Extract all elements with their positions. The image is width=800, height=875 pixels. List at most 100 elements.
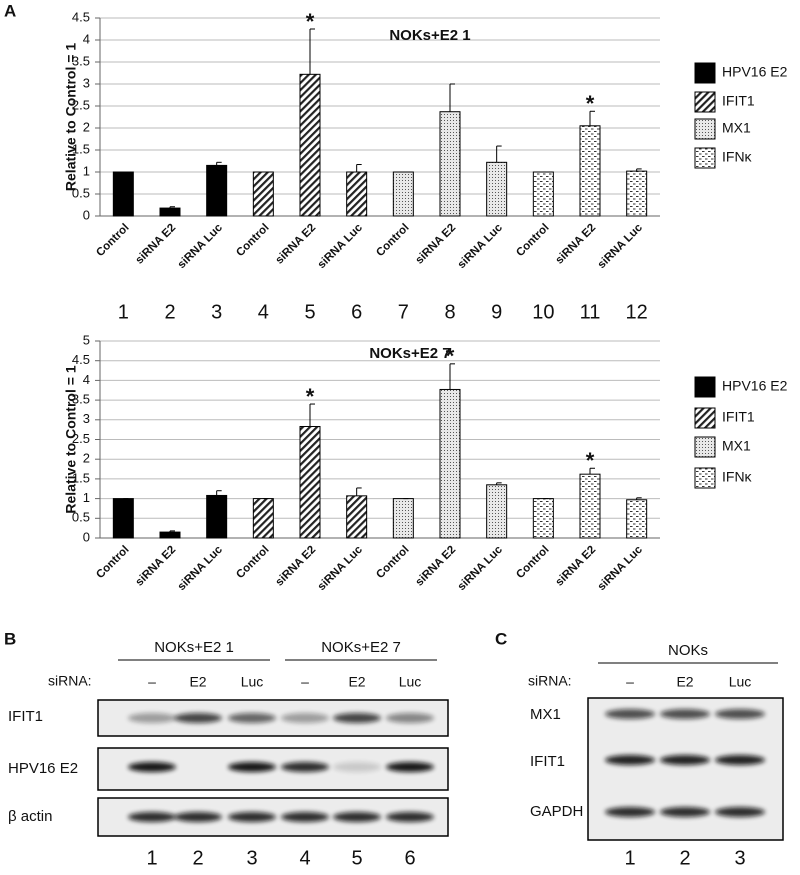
lane-label: – bbox=[626, 674, 634, 690]
blot-band bbox=[281, 713, 329, 723]
group-label: NOKs bbox=[668, 642, 708, 659]
blot-band bbox=[228, 812, 276, 822]
legend-swatch bbox=[694, 376, 716, 398]
x-tick-label: siRNA E2 bbox=[553, 544, 598, 589]
y-tick-label: 2 bbox=[83, 119, 90, 134]
bar bbox=[532, 498, 554, 539]
y-tick-label: 0 bbox=[83, 529, 90, 544]
chart-title: NOKs+E2 7 bbox=[369, 345, 450, 362]
row-label: IFIT1 bbox=[8, 708, 43, 725]
x-tick-label: Control bbox=[374, 222, 411, 259]
sirna-label: siRNA: bbox=[528, 673, 572, 689]
blot-band bbox=[660, 709, 710, 719]
x-tick-label: siRNA Luc bbox=[176, 221, 226, 271]
y-axis-label: Relative to Control = 1 bbox=[63, 43, 79, 191]
blot-band bbox=[715, 755, 765, 765]
blot-band bbox=[605, 709, 655, 719]
panel-label: C bbox=[495, 629, 507, 648]
y-tick-label: 3.5 bbox=[72, 53, 90, 68]
lane-number: 4 bbox=[299, 847, 310, 869]
y-tick-label: 4.5 bbox=[72, 9, 90, 24]
blot-band bbox=[333, 812, 381, 822]
lane-number: 5 bbox=[304, 301, 315, 323]
lane-label: – bbox=[148, 674, 156, 690]
bar bbox=[626, 499, 648, 539]
blot-band bbox=[386, 812, 434, 822]
lane-number: 7 bbox=[398, 301, 409, 323]
y-tick-label: 3.5 bbox=[72, 392, 90, 407]
y-tick-label: 2.5 bbox=[72, 97, 90, 112]
lane-number: 3 bbox=[734, 847, 745, 869]
bar bbox=[206, 494, 228, 539]
lane-label: E2 bbox=[348, 674, 365, 690]
lane-number: 1 bbox=[118, 301, 129, 323]
bar bbox=[486, 161, 508, 217]
row-label: GAPDH bbox=[530, 803, 583, 820]
y-tick-label: 1 bbox=[83, 163, 90, 178]
lane-number: 3 bbox=[246, 847, 257, 869]
lane-number: 1 bbox=[624, 847, 635, 869]
bar bbox=[299, 73, 321, 217]
lane-number: 11 bbox=[580, 301, 601, 323]
bar bbox=[206, 164, 228, 217]
lane-number: 2 bbox=[679, 847, 690, 869]
lane-number: 6 bbox=[351, 301, 362, 323]
blot-band bbox=[174, 713, 222, 723]
legend-swatch bbox=[694, 91, 716, 113]
panel-label: A bbox=[4, 1, 16, 20]
lane-number: 5 bbox=[351, 847, 362, 869]
y-tick-label: 4 bbox=[83, 372, 90, 387]
lane-label: Luc bbox=[241, 674, 264, 690]
x-tick-label: Control bbox=[514, 544, 551, 581]
row-label: β actin bbox=[8, 808, 52, 825]
bar bbox=[532, 171, 554, 217]
sirna-label: siRNA: bbox=[48, 673, 92, 689]
row-label: MX1 bbox=[530, 706, 561, 723]
bar bbox=[579, 473, 601, 539]
blot-band bbox=[228, 762, 276, 772]
lane-number: 2 bbox=[164, 301, 175, 323]
legend-label: IFIT1 bbox=[722, 409, 755, 425]
group-label: NOKs+E2 7 bbox=[321, 639, 401, 656]
significance-mark: * bbox=[306, 9, 315, 34]
y-tick-label: 0 bbox=[83, 207, 90, 222]
bar bbox=[159, 207, 181, 217]
bar bbox=[439, 111, 461, 217]
x-tick-label: Control bbox=[374, 544, 411, 581]
y-tick-label: 3 bbox=[83, 75, 90, 90]
row-label: HPV16 E2 bbox=[8, 760, 78, 777]
x-tick-label: siRNA E2 bbox=[273, 544, 318, 589]
blot-band bbox=[605, 755, 655, 765]
bar bbox=[159, 531, 181, 539]
x-tick-label: siRNA Luc bbox=[596, 543, 646, 593]
blot-band bbox=[333, 762, 381, 772]
bar bbox=[112, 171, 134, 217]
x-tick-label: siRNA E2 bbox=[413, 544, 458, 589]
blot-band bbox=[333, 713, 381, 723]
legend-label: HPV16 E2 bbox=[722, 64, 788, 80]
legend-swatch bbox=[694, 467, 716, 489]
legend-label: IFIT1 bbox=[722, 93, 755, 109]
bar bbox=[112, 498, 134, 539]
legend-swatch bbox=[694, 407, 716, 429]
x-tick-label: siRNA Luc bbox=[456, 543, 506, 593]
legend-swatch bbox=[694, 118, 716, 140]
legend-label: MX1 bbox=[722, 120, 751, 136]
bar bbox=[252, 498, 274, 539]
x-tick-label: Control bbox=[234, 544, 271, 581]
blot-band bbox=[174, 812, 222, 822]
x-tick-label: siRNA Luc bbox=[316, 543, 366, 593]
lane-number: 4 bbox=[258, 301, 269, 323]
blot-band bbox=[228, 713, 276, 723]
y-tick-label: 1.5 bbox=[72, 470, 90, 485]
significance-mark: * bbox=[306, 384, 315, 409]
bar bbox=[392, 171, 414, 217]
y-tick-label: 0.5 bbox=[72, 185, 90, 200]
x-tick-label: siRNA Luc bbox=[176, 543, 226, 593]
blot-band bbox=[660, 807, 710, 817]
legend-label: IFNκ bbox=[722, 469, 753, 485]
lane-label: Luc bbox=[399, 674, 422, 690]
lane-number: 10 bbox=[532, 301, 554, 323]
y-tick-label: 4 bbox=[83, 31, 90, 46]
